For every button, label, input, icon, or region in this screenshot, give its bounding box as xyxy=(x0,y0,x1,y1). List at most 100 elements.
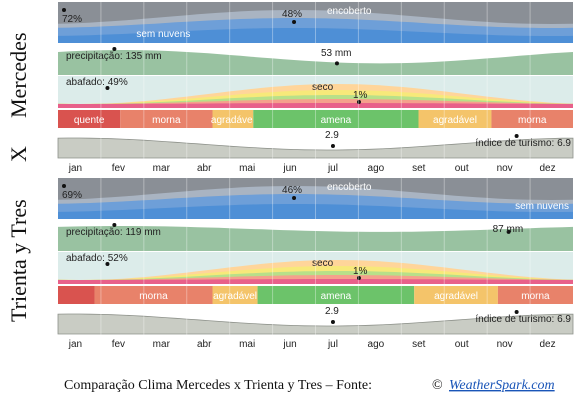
tourism-min-label: 2.9 xyxy=(325,306,339,317)
location-title-separator: X xyxy=(6,146,31,162)
month-tick-label: mar xyxy=(153,339,171,350)
season-label-1: quente xyxy=(74,115,105,126)
season-segment-3 xyxy=(212,286,258,304)
muggy-max-label: abafado: 49% xyxy=(66,77,128,88)
month-tick-label: jul xyxy=(327,339,338,350)
precip-min-label: 53 mm xyxy=(321,48,352,59)
precip-area xyxy=(58,50,573,75)
month-tick-label: mai xyxy=(239,163,255,174)
cloud-min-label: 46% xyxy=(282,185,302,196)
month-tick-label: mar xyxy=(153,163,171,174)
muggy-max-label: abafado: 52% xyxy=(66,253,128,264)
month-tick-label: jan xyxy=(68,163,82,174)
precip-max-label: precipitação: 135 mm xyxy=(66,51,162,62)
season-label-4: amena xyxy=(321,291,352,302)
muggy-min-point xyxy=(356,100,361,104)
season-label-2: morna xyxy=(139,291,168,302)
cloud-clear-label: sem nuvens xyxy=(136,29,190,40)
season-segment-5 xyxy=(418,110,492,128)
muggy-min-label: 1% xyxy=(353,266,368,277)
tourism-area xyxy=(57,313,574,335)
precip-min-label: 87 mm xyxy=(493,224,524,235)
precip-area xyxy=(58,226,573,251)
tourism-min-point xyxy=(330,320,335,324)
tourism-area xyxy=(57,137,574,159)
location-title-trienta-y-tres: Trienta y Tres xyxy=(6,199,31,322)
tourism-max-point xyxy=(514,310,519,314)
season-segment-6 xyxy=(491,110,573,128)
muggy-min-point xyxy=(356,276,361,280)
month-tick-label: set xyxy=(412,339,426,350)
precip-max-point xyxy=(112,47,117,51)
season-segment-6 xyxy=(497,286,573,304)
tourism-max-label: índice de turismo: 6.9 xyxy=(475,138,571,149)
chart-panels: 72% 48% encoberto sem nuvens precipitação: 1… xyxy=(57,2,574,350)
muggy-layer-5 xyxy=(58,103,573,108)
precip-max-point xyxy=(112,223,117,227)
panel-trienta-y-tres: 69% 46% encoberto sem nuvens precipitação: 1… xyxy=(57,178,574,350)
caption-text: Comparação Clima Mercedes x Trienta y Tr… xyxy=(64,378,372,393)
month-tick-label: out xyxy=(455,163,469,174)
season-label-3: agradável xyxy=(213,291,257,302)
tourism-max-label: índice de turismo: 6.9 xyxy=(475,314,571,325)
season-label-3: agradável xyxy=(211,115,255,126)
cloud-max-point xyxy=(62,184,66,188)
month-tick-label: ago xyxy=(368,339,385,350)
season-label-4: amena xyxy=(321,115,352,126)
month-tick-label: dez xyxy=(539,163,555,174)
tourism-min-point xyxy=(330,144,335,148)
season-segment-2 xyxy=(94,286,213,304)
month-tick-label: mai xyxy=(239,339,255,350)
month-tick-label: dez xyxy=(539,339,555,350)
cloud-clear-label: sem nuvens xyxy=(515,201,569,212)
season-label-5: agradável xyxy=(433,115,477,126)
cloud-min-label: 48% xyxy=(282,9,302,20)
cloud-min-point xyxy=(292,20,297,24)
muggy-layer-5 xyxy=(58,279,573,284)
season-segment-1 xyxy=(58,110,121,128)
location-title-mercedes: Mercedes xyxy=(6,32,31,118)
cloud-max-label: 72% xyxy=(62,14,82,25)
muggy-dry-label: seco xyxy=(312,82,334,93)
season-segment-1 xyxy=(58,286,95,304)
cloud-max-point xyxy=(62,8,66,12)
weatherspark-link[interactable]: WeatherSpark.com xyxy=(449,378,555,393)
month-tick-label: jun xyxy=(282,339,296,350)
tourism-min-label: 2.9 xyxy=(325,130,339,141)
month-tick-label: abr xyxy=(197,339,212,350)
muggy-max-point xyxy=(105,262,110,266)
month-tick-label: jul xyxy=(327,163,338,174)
season-segment-4 xyxy=(257,286,415,304)
muggy-max-point xyxy=(105,86,110,90)
season-label-6: morna xyxy=(521,291,550,302)
cloud-overcast-label: encoberto xyxy=(327,6,372,17)
season-label-6: morna xyxy=(518,115,547,126)
season-label-2: morna xyxy=(152,115,181,126)
month-tick-label: nov xyxy=(497,163,513,174)
month-tick-label: out xyxy=(455,339,469,350)
cloud-max-label: 69% xyxy=(62,190,82,201)
month-tick-label: jan xyxy=(68,339,82,350)
cloud-clear-band xyxy=(58,28,573,43)
tourism-max-point xyxy=(514,134,519,138)
season-label-5: agradável xyxy=(434,291,478,302)
season-segment-4 xyxy=(253,110,419,128)
month-tick-label: abr xyxy=(197,163,212,174)
precip-min-point xyxy=(334,61,339,66)
month-tick-label: fev xyxy=(112,163,125,174)
cloud-min-point xyxy=(292,196,297,200)
season-segment-3 xyxy=(212,110,254,128)
caption-copyright: © xyxy=(432,378,443,393)
season-segment-5 xyxy=(414,286,498,304)
panel-mercedes: 72% 48% encoberto sem nuvens precipitação: 1… xyxy=(57,2,574,174)
month-tick-label: nov xyxy=(497,339,513,350)
cloud-clear-band xyxy=(58,204,573,219)
cloud-overcast-label: encoberto xyxy=(327,182,372,193)
precip-min-point xyxy=(506,229,511,234)
season-segment-2 xyxy=(120,110,213,128)
muggy-min-label: 1% xyxy=(353,90,368,101)
precip-max-label: precipitação: 119 mm xyxy=(66,227,161,238)
month-tick-label: set xyxy=(412,163,426,174)
